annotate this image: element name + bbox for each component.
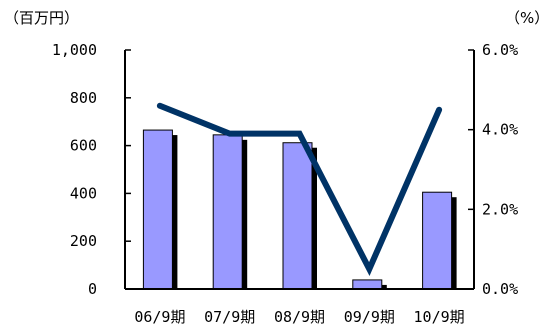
x-tick-label: 09/9期 [344, 308, 395, 326]
left-tick-label: 600 [70, 137, 97, 155]
ratio-line [156, 102, 443, 277]
x-tick-label: 07/9期 [204, 308, 255, 326]
axes [124, 50, 475, 290]
bar [422, 191, 453, 290]
x-tick-label: 06/9期 [134, 308, 185, 326]
ratio-line-layer [156, 102, 443, 277]
bars [142, 129, 457, 290]
bar [282, 142, 313, 290]
right-axis-unit: （%） [505, 9, 540, 27]
x-tick-label: 10/9期 [414, 308, 465, 326]
right-tick-label: 6.0% [482, 41, 518, 59]
left-tick-label: 800 [70, 89, 97, 107]
left-tick-label: 400 [70, 184, 97, 202]
left-tick-label: 0 [88, 280, 97, 298]
x-axis-labels: 06/9期 07/9期 08/9期 09/9期 10/9期 [134, 308, 464, 326]
right-tick-label: 4.0% [482, 121, 518, 139]
right-axis-ticks: 0.0% 2.0% 4.0% 6.0% [468, 41, 518, 298]
left-tick-label: 200 [70, 232, 97, 250]
bar [352, 279, 383, 290]
right-tick-label: 0.0% [482, 280, 518, 298]
left-tick-label: 1,000 [52, 41, 97, 59]
left-axis-ticks: 0 200 400 600 800 1,000 [52, 41, 131, 298]
x-tick-label: 08/9期 [274, 308, 325, 326]
bar [212, 134, 243, 290]
left-axis-unit: （百万円） [4, 9, 79, 27]
right-tick-label: 2.0% [482, 200, 518, 218]
bar [142, 129, 173, 290]
